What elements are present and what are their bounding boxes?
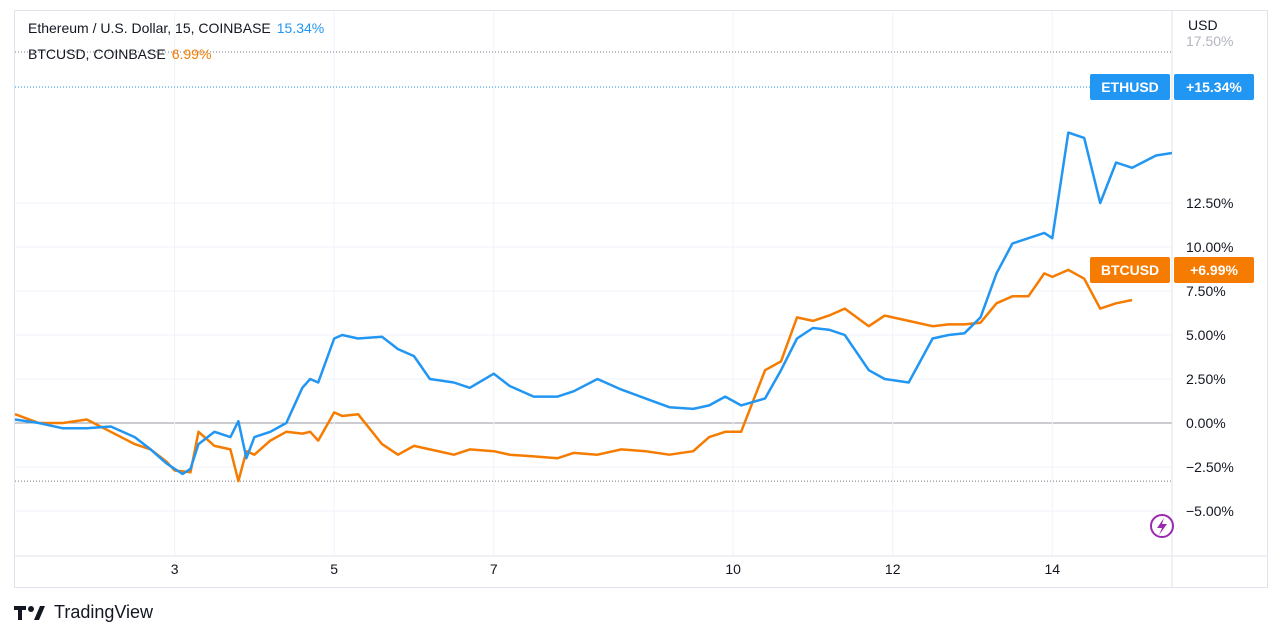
badge-ethusd-label-text: ETHUSD <box>1101 79 1159 95</box>
x-tick-label-3: 10 <box>725 561 741 577</box>
flash-icon[interactable] <box>1150 514 1174 538</box>
badge-btcusd-label <box>1090 257 1170 283</box>
y-tick-label-5: 7.50% <box>1186 283 1226 299</box>
y-tick-label-6: 10.00% <box>1186 239 1233 255</box>
tradingview-brand[interactable]: TradingView <box>14 602 153 623</box>
legend-btc-title: BTCUSD, COINBASE <box>28 46 166 62</box>
y-tick-label-4: 5.00% <box>1186 327 1226 343</box>
badge-ethusd-label <box>1090 74 1170 100</box>
y-tick-label-1: −2.50% <box>1186 459 1234 475</box>
tradingview-logo-icon <box>14 605 45 620</box>
badge-btcusd-label-text: BTCUSD <box>1101 262 1159 278</box>
y-tick-label-7: 12.50% <box>1186 195 1233 211</box>
legend-eth-title: Ethereum / U.S. Dollar, 15, COINBASE <box>28 20 271 36</box>
currency-label[interactable]: USD <box>1188 17 1218 33</box>
badge-ethusd-value <box>1174 74 1254 100</box>
brand-name: TradingView <box>54 602 154 622</box>
legend-eth[interactable]: Ethereum / U.S. Dollar, 15, COINBASE 15.3… <box>28 20 324 36</box>
chart-frame <box>14 10 1268 588</box>
badge-btcusd-value-text: +6.99% <box>1190 262 1238 278</box>
x-tick-label-2: 7 <box>490 561 498 577</box>
series-line-btcusd <box>14 268 1133 483</box>
legend-btc[interactable]: BTCUSD, COINBASE 6.99% <box>28 46 211 62</box>
x-tick-label-0: 3 <box>171 561 179 577</box>
y-tick-label-0: −5.00% <box>1186 503 1234 519</box>
badge-ethusd-value-text: +15.34% <box>1186 79 1242 95</box>
legend-eth-value: 15.34% <box>276 20 325 36</box>
y-tick-label-partial: 17.50% <box>1186 33 1233 49</box>
y-tick-label-3: 2.50% <box>1186 371 1226 387</box>
badge-btcusd-value <box>1174 257 1254 283</box>
x-tick-label-5: 14 <box>1045 561 1061 577</box>
x-tick-label-1: 5 <box>330 561 338 577</box>
y-tick-label-2: 0.00% <box>1186 415 1226 431</box>
series-line-ethusd <box>14 131 1173 476</box>
legend-btc-value: 6.99% <box>171 46 212 62</box>
x-tick-label-4: 12 <box>885 561 901 577</box>
